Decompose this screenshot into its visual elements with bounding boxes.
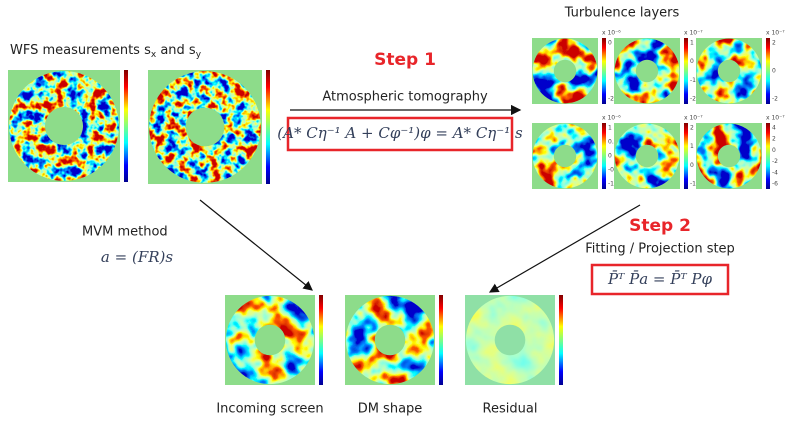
colorbar-tick: -2 bbox=[690, 96, 696, 103]
colorbar-tick: 4 bbox=[772, 125, 776, 132]
phase-map bbox=[8, 70, 128, 182]
colorbar bbox=[266, 70, 270, 184]
phase-map bbox=[532, 123, 606, 189]
colorbar-tick: -2 bbox=[608, 96, 614, 103]
colorbar bbox=[766, 123, 770, 189]
step2-label: Step 2 bbox=[629, 216, 691, 236]
step2-method: Fitting / Projection step bbox=[585, 242, 735, 257]
phase-map bbox=[532, 38, 606, 104]
phase-map bbox=[696, 38, 770, 104]
central-obscuration bbox=[636, 60, 658, 82]
phase-map bbox=[696, 123, 770, 189]
colorbar-tick: -2 bbox=[772, 158, 778, 165]
phase-map bbox=[614, 123, 688, 189]
colorbar-scale: x 10⁻⁷ bbox=[684, 115, 703, 122]
colorbar-tick: 0 bbox=[690, 58, 694, 65]
colorbar bbox=[319, 295, 323, 385]
colorbar-tick: -6 bbox=[772, 181, 778, 188]
central-obscuration bbox=[554, 145, 576, 167]
step1-formula: (A* Cη⁻¹ A + Cφ⁻¹)φ = A* Cη⁻¹ s bbox=[277, 124, 523, 142]
phase-map bbox=[614, 38, 688, 104]
central-obscuration bbox=[495, 325, 526, 356]
colorbar-tick: 2 bbox=[772, 40, 776, 47]
step1-label: Step 1 bbox=[374, 50, 436, 70]
colorbar-tick: -4 bbox=[772, 169, 778, 176]
colorbar-tick: 0 bbox=[772, 68, 776, 75]
colorbar bbox=[684, 123, 688, 189]
central-obscuration bbox=[255, 325, 286, 356]
colorbar-tick: 0 bbox=[608, 40, 612, 47]
mvm-formula: a = (FR)s bbox=[101, 248, 173, 266]
colorbar-scale: x 10⁻⁶ bbox=[602, 115, 621, 122]
step2-formula: P̄ᵀ P̄a = P̄ᵀ Pφ bbox=[607, 270, 713, 288]
colorbar-tick: 0 bbox=[608, 153, 612, 160]
central-obscuration bbox=[45, 107, 83, 145]
colorbar-tick: -1 bbox=[690, 181, 696, 188]
mvm-label: MVM method bbox=[82, 225, 168, 240]
diagram: WFS measurements sx and sy Step 1 Atmosp… bbox=[0, 0, 785, 419]
phase-map bbox=[148, 70, 270, 184]
colorbar-tick: 2 bbox=[772, 136, 776, 143]
colorbar bbox=[684, 38, 688, 104]
central-obscuration bbox=[186, 108, 225, 147]
colorbar-tick: 1 bbox=[690, 40, 694, 47]
central-obscuration bbox=[554, 60, 576, 82]
central-obscuration bbox=[718, 60, 740, 82]
central-obscuration bbox=[636, 145, 658, 167]
colorbar-scale: x 10⁻⁷ bbox=[766, 115, 785, 122]
colorbar bbox=[124, 70, 128, 182]
output-label: Incoming screen bbox=[216, 402, 323, 417]
central-obscuration bbox=[718, 145, 740, 167]
colorbar bbox=[559, 295, 563, 385]
colorbar bbox=[439, 295, 443, 385]
output-label: Residual bbox=[483, 402, 538, 417]
step1-method: Atmospheric tomography bbox=[322, 90, 488, 105]
colorbar-tick: 2 bbox=[690, 125, 694, 132]
phase-map bbox=[465, 295, 563, 385]
colorbar-scale: x 10⁻⁶ bbox=[602, 30, 621, 37]
colorbar-tick: -1 bbox=[608, 181, 614, 188]
colorbar bbox=[602, 38, 606, 104]
colorbar bbox=[602, 123, 606, 189]
colorbar bbox=[766, 38, 770, 104]
colorbar-tick: -1 bbox=[690, 77, 696, 84]
layers-title: Turbulence layers bbox=[564, 6, 680, 21]
wfs-title: WFS measurements sx and sy bbox=[10, 43, 202, 60]
output-label: DM shape bbox=[358, 402, 423, 417]
colorbar-tick: -2 bbox=[772, 96, 778, 103]
arrow bbox=[200, 200, 312, 290]
colorbar-scale: x 10⁻⁷ bbox=[766, 30, 785, 37]
colorbar-tick: 1 bbox=[608, 125, 612, 132]
phase-map bbox=[225, 295, 323, 385]
colorbar-tick: 0 bbox=[772, 147, 776, 154]
colorbar-tick: 0 bbox=[690, 162, 694, 169]
central-obscuration bbox=[375, 325, 406, 356]
colorbar-tick: 1 bbox=[690, 143, 694, 150]
phase-map bbox=[345, 295, 443, 385]
colorbar-scale: x 10⁻⁷ bbox=[684, 30, 703, 37]
